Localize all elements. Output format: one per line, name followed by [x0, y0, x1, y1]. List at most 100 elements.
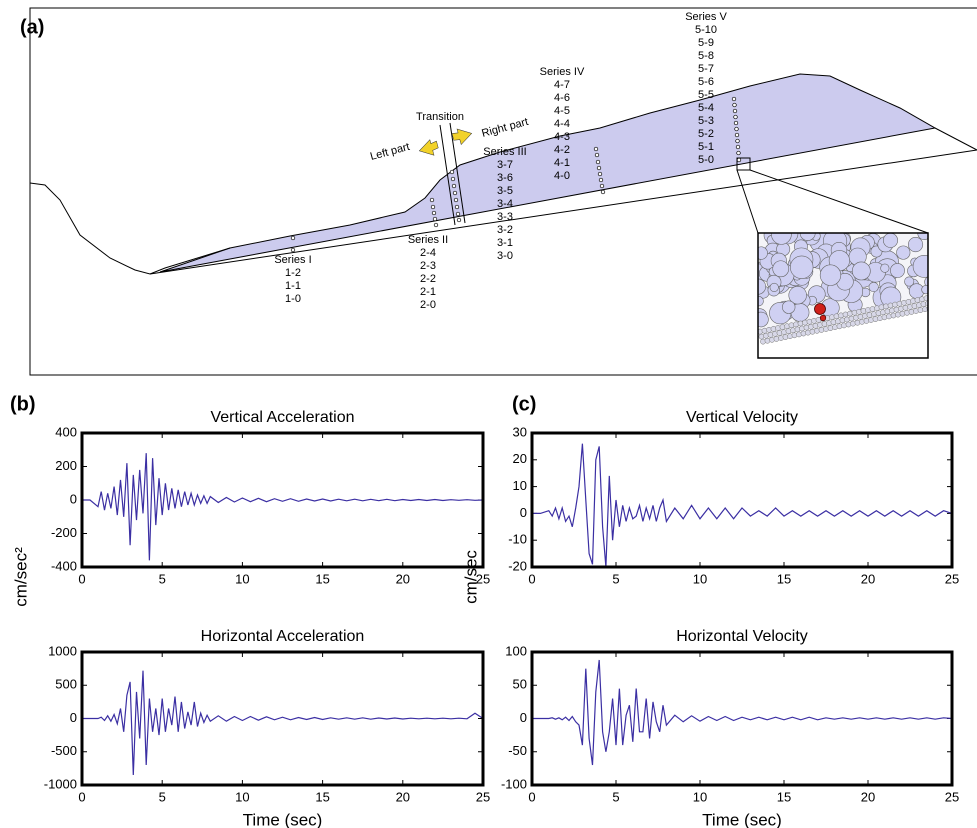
y-tick-label: 30 — [513, 424, 527, 439]
x-axis-label: Time (sec) — [243, 810, 323, 828]
station-label: 3-3 — [497, 211, 513, 223]
station-label: 4-7 — [554, 79, 570, 91]
series-label: Series V — [685, 11, 727, 23]
sensor — [290, 235, 296, 241]
y-tick-label: -50 — [508, 743, 527, 758]
station-label: 3-0 — [497, 250, 513, 262]
plot-frame — [530, 650, 954, 787]
particle-inset — [758, 233, 939, 358]
right-part-label: Right part — [480, 116, 529, 140]
particle — [819, 264, 842, 286]
chart-title: Horizontal Acceleration — [201, 628, 365, 645]
station-label: 2-4 — [420, 247, 436, 259]
x-tick-label: 0 — [528, 789, 535, 804]
x-tick-label: 25 — [945, 571, 959, 586]
x-tick-label: 20 — [861, 789, 875, 804]
x-tick-label: 25 — [945, 789, 959, 804]
station-label: 4-2 — [554, 144, 570, 156]
zoom-line — [749, 169, 929, 234]
sensor — [736, 150, 741, 156]
signal-line — [82, 670, 484, 776]
sensor — [735, 138, 740, 144]
station-label: 3-4 — [497, 198, 513, 210]
inset-frame — [757, 232, 929, 359]
bed-particle — [930, 300, 935, 305]
sensor — [451, 183, 457, 189]
particle — [868, 282, 879, 293]
sensor — [736, 157, 742, 163]
station-label: 4-4 — [554, 118, 570, 130]
sensor — [732, 102, 737, 108]
sensor — [593, 146, 599, 152]
station-label: 2-3 — [420, 260, 436, 272]
x-tick-label: 15 — [777, 789, 791, 804]
chart-title: Horizontal Velocity — [676, 628, 808, 645]
station-label: 5-5 — [698, 89, 714, 101]
x-tick-label: 20 — [861, 571, 875, 586]
particle — [771, 233, 792, 245]
particle — [907, 236, 924, 253]
sensor — [733, 120, 739, 126]
particle — [880, 263, 890, 273]
x-tick-label: 20 — [396, 789, 410, 804]
sensor — [455, 211, 461, 217]
sensor — [454, 204, 460, 210]
station-label: 3-7 — [497, 159, 513, 171]
station-label: 5-0 — [698, 154, 714, 166]
y-tick-label: -10 — [508, 532, 527, 547]
station-label: 5-10 — [695, 24, 717, 36]
y-tick-label: -400 — [51, 558, 77, 573]
particle — [788, 286, 807, 305]
x-tick-label: 15 — [777, 571, 791, 586]
sensor — [731, 96, 737, 102]
series-label: Series IV — [540, 66, 585, 78]
sensor — [600, 189, 606, 195]
bed-particle — [934, 299, 939, 304]
station-label: 5-3 — [698, 115, 714, 127]
panel-label: (a) — [20, 16, 44, 38]
transition-line — [439, 124, 456, 226]
right-arrow — [451, 128, 473, 146]
panel-a-frame — [29, 7, 977, 376]
particle — [921, 285, 928, 295]
sensor — [429, 197, 435, 203]
particle — [890, 263, 905, 278]
bed-particle — [933, 294, 938, 299]
sensor — [733, 114, 738, 120]
x-tick-label: 10 — [235, 789, 249, 804]
sensor — [450, 176, 456, 182]
x-tick-label: 15 — [315, 571, 329, 586]
ground-profile — [934, 127, 977, 151]
y-tick-label: -500 — [51, 743, 77, 758]
x-tick-label: 0 — [78, 789, 85, 804]
y-tick-label: -1000 — [44, 776, 77, 791]
bed-particle — [928, 295, 933, 300]
sensor — [452, 190, 458, 196]
tracked-particle — [819, 314, 827, 322]
x-tick-label: 10 — [693, 571, 707, 586]
x-axis-label: Time (sec) — [702, 810, 782, 828]
particle — [772, 260, 790, 278]
x-tick-label: 15 — [315, 789, 329, 804]
y-tick-label: 50 — [513, 677, 527, 692]
sensor — [433, 222, 439, 228]
sensor — [734, 132, 740, 138]
panel-label: (b) — [10, 393, 36, 415]
signal-line — [532, 659, 953, 766]
signal-line — [82, 453, 484, 561]
station-label: 5-7 — [698, 63, 714, 75]
station-label: 2-0 — [420, 299, 436, 311]
y-tick-label: -20 — [508, 558, 527, 573]
station-label: 1-1 — [285, 280, 301, 292]
station-label: 3-5 — [497, 185, 513, 197]
x-tick-label: 10 — [235, 571, 249, 586]
station-label: 2-2 — [420, 273, 436, 285]
sensor — [594, 152, 600, 158]
station-label: 4-3 — [554, 131, 570, 143]
particle — [790, 255, 814, 279]
sensor — [597, 171, 603, 177]
station-label: 4-6 — [554, 92, 570, 104]
y-tick-label: 100 — [505, 643, 527, 658]
y-tick-label: 20 — [513, 451, 527, 466]
